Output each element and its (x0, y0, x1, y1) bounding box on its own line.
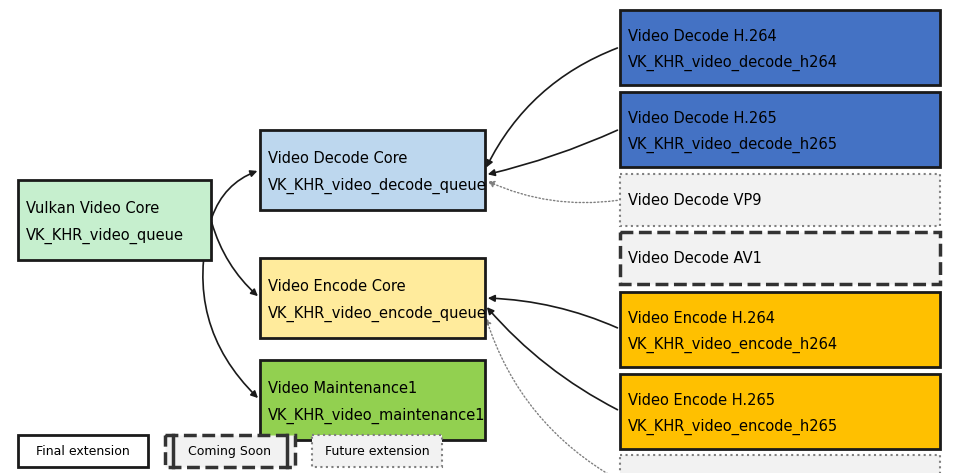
Text: Future extension: Future extension (324, 445, 429, 457)
Text: Video Decode H.265: Video Decode H.265 (628, 111, 777, 126)
Bar (620, 10, 940, 85)
Text: Final extension: Final extension (36, 445, 130, 457)
Text: Video Encode Core: Video Encode Core (268, 279, 406, 294)
Text: Video Encode H.264: Video Encode H.264 (628, 311, 775, 326)
Text: Video Encode H.265: Video Encode H.265 (628, 393, 775, 408)
Text: VK_KHR_video_encode_h264: VK_KHR_video_encode_h264 (628, 336, 838, 352)
Bar (260, 258, 485, 338)
Text: Video Decode VP9: Video Decode VP9 (628, 193, 761, 208)
Bar (312, 435, 442, 467)
Text: Coming Soon: Coming Soon (188, 445, 272, 457)
Bar (620, 232, 940, 284)
Text: Vulkan Video Core: Vulkan Video Core (26, 201, 159, 216)
Bar (165, 435, 295, 467)
Bar (18, 180, 211, 260)
Bar (260, 130, 485, 210)
Text: VK_KHR_video_queue: VK_KHR_video_queue (26, 228, 184, 244)
Bar (18, 435, 148, 467)
Text: VK_KHR_video_encode_queue: VK_KHR_video_encode_queue (268, 306, 487, 322)
Bar (620, 374, 940, 449)
Bar (620, 455, 940, 473)
Text: Video Decode Core: Video Decode Core (268, 150, 407, 166)
Bar (620, 174, 940, 226)
Text: VK_KHR_video_decode_queue: VK_KHR_video_decode_queue (268, 178, 487, 194)
Text: Video Maintenance1: Video Maintenance1 (268, 380, 418, 395)
Text: VK_KHR_video_maintenance1: VK_KHR_video_maintenance1 (268, 408, 486, 424)
Bar (620, 292, 940, 367)
Text: VK_KHR_video_decode_h265: VK_KHR_video_decode_h265 (628, 136, 838, 153)
Text: VK_KHR_video_decode_h264: VK_KHR_video_decode_h264 (628, 54, 838, 70)
Bar (260, 360, 485, 440)
Text: VK_KHR_video_encode_h265: VK_KHR_video_encode_h265 (628, 419, 838, 435)
Text: Video Decode H.264: Video Decode H.264 (628, 29, 777, 44)
Text: Video Decode AV1: Video Decode AV1 (628, 251, 762, 265)
Bar (620, 92, 940, 167)
